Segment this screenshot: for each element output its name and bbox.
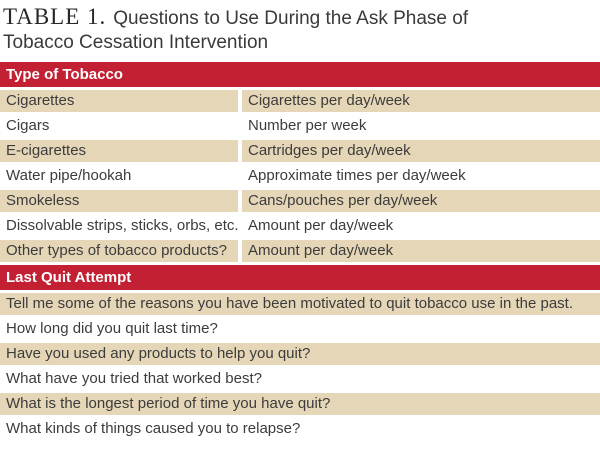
table-body: Type of Tobacco Cigarettes Cigarettes pe… bbox=[0, 62, 600, 440]
table-row: Tell me some of the reasons you have bee… bbox=[0, 293, 600, 315]
row-value: Number per week bbox=[242, 115, 600, 137]
row-label: Cigars bbox=[0, 115, 238, 137]
row-question: How long did you quit last time? bbox=[0, 318, 600, 340]
table-row: What have you tried that worked best? bbox=[0, 368, 600, 390]
row-value: Cigarettes per day/week bbox=[242, 90, 600, 112]
section-header-type-of-tobacco: Type of Tobacco bbox=[0, 62, 600, 87]
table-row: What kinds of things caused you to relap… bbox=[0, 418, 600, 440]
row-question: Tell me some of the reasons you have bee… bbox=[0, 293, 600, 315]
row-value: Approximate times per day/week bbox=[242, 165, 600, 187]
row-label: E-cigarettes bbox=[0, 140, 238, 162]
table-number: TABLE 1. bbox=[3, 4, 107, 29]
table-row: Cigars Number per week bbox=[0, 115, 600, 137]
row-label: Water pipe/hookah bbox=[0, 165, 238, 187]
section-header-last-quit-attempt: Last Quit Attempt bbox=[0, 265, 600, 290]
table-title-text-1: Questions to Use During the Ask Phase of bbox=[113, 8, 469, 29]
row-question: Have you used any products to help you q… bbox=[0, 343, 600, 365]
table-row: Dissolvable strips, sticks, orbs, etc. A… bbox=[0, 215, 600, 237]
row-value: Cans/pouches per day/week bbox=[242, 190, 600, 212]
table-title-text-2: Tobacco Cessation Intervention bbox=[3, 32, 269, 53]
table-title: TABLE 1. Questions to Use During the Ask … bbox=[0, 0, 600, 55]
row-question: What is the longest period of time you h… bbox=[0, 393, 600, 415]
table-row: E-cigarettes Cartridges per day/week bbox=[0, 140, 600, 162]
table-row: Water pipe/hookah Approximate times per … bbox=[0, 165, 600, 187]
table-row: Smokeless Cans/pouches per day/week bbox=[0, 190, 600, 212]
table-row: Have you used any products to help you q… bbox=[0, 343, 600, 365]
table-row: How long did you quit last time? bbox=[0, 318, 600, 340]
table-row: Other types of tobacco products? Amount … bbox=[0, 240, 600, 262]
row-value: Amount per day/week bbox=[242, 215, 600, 237]
row-label: Cigarettes bbox=[0, 90, 238, 112]
row-value: Cartridges per day/week bbox=[242, 140, 600, 162]
row-label: Dissolvable strips, sticks, orbs, etc. bbox=[0, 215, 238, 237]
row-question: What kinds of things caused you to relap… bbox=[0, 418, 600, 440]
table-row: Cigarettes Cigarettes per day/week bbox=[0, 90, 600, 112]
row-label: Smokeless bbox=[0, 190, 238, 212]
table-title-line-1: TABLE 1. Questions to Use During the Ask … bbox=[3, 5, 590, 31]
table-title-line-2: Tobacco Cessation Intervention bbox=[3, 31, 590, 55]
row-label: Other types of tobacco products? bbox=[0, 240, 238, 262]
row-question: What have you tried that worked best? bbox=[0, 368, 600, 390]
table-row: What is the longest period of time you h… bbox=[0, 393, 600, 415]
row-value: Amount per day/week bbox=[242, 240, 600, 262]
